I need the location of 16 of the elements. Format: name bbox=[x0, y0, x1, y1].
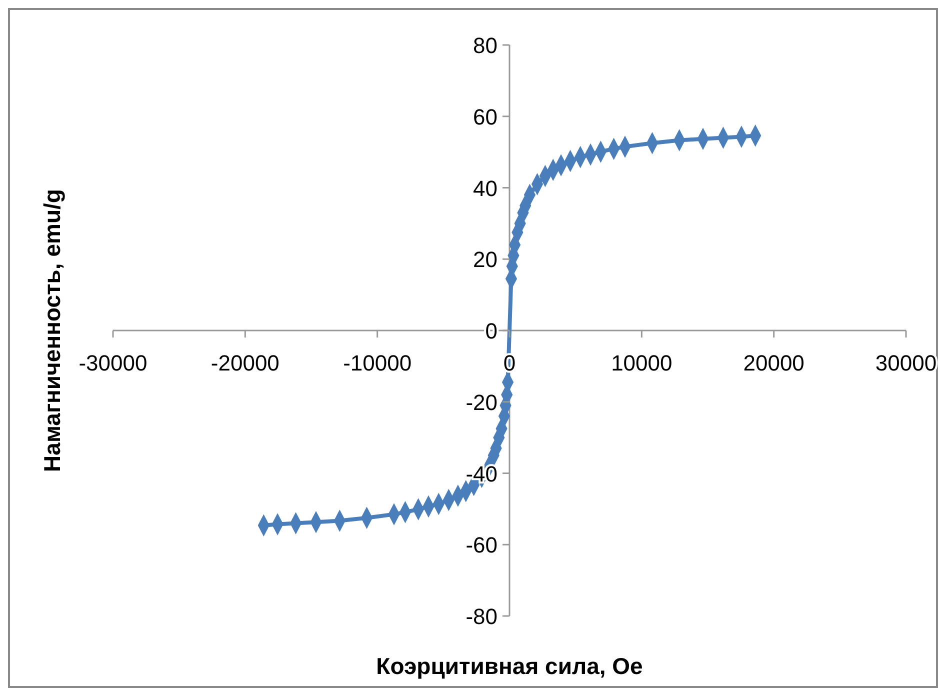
x-tick-label: 10000 bbox=[611, 350, 672, 376]
x-tick-label: -30000 bbox=[78, 350, 148, 376]
x-tick-label: 20000 bbox=[743, 350, 804, 376]
y-tick-label: 40 bbox=[473, 176, 498, 201]
x-tick-label: -20000 bbox=[210, 350, 280, 376]
y-axis-title: Намагниченность, emu/g bbox=[39, 189, 65, 472]
y-tick-label: 80 bbox=[473, 33, 498, 58]
y-tick-label: -80 bbox=[466, 604, 498, 629]
y-tick-label: 20 bbox=[473, 247, 498, 272]
x-tick-label: 30000 bbox=[875, 350, 937, 376]
y-tick-label: 0 bbox=[485, 318, 498, 344]
y-tick-label: -20 bbox=[466, 390, 498, 415]
y-tick-label: -60 bbox=[466, 532, 498, 558]
y-tick-label: 60 bbox=[473, 104, 498, 130]
x-axis-title: Коэрцитивная сила, Oe bbox=[376, 653, 643, 679]
x-tick-label: -10000 bbox=[343, 350, 412, 376]
